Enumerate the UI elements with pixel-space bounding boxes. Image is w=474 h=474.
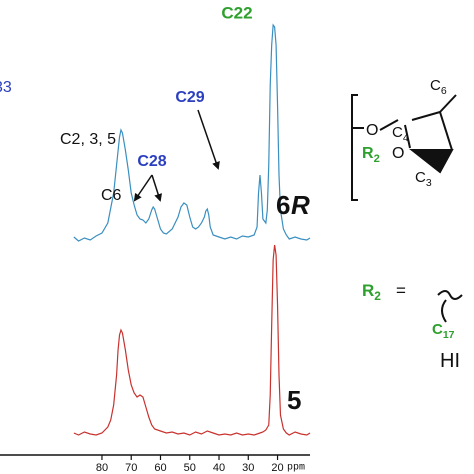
x-tick-label: 30 [242, 462, 254, 474]
structure-text: = [396, 281, 406, 300]
x-tick-label: 60 [154, 462, 166, 474]
structure-text: O [366, 122, 378, 139]
annotation: 6 [276, 190, 290, 220]
wedge [409, 149, 454, 174]
x-tick-label: 70 [125, 462, 137, 474]
structure-label: O [392, 145, 404, 162]
structure-label: = [396, 281, 406, 300]
annotation: C29 [175, 89, 204, 106]
structure-text: HI [440, 350, 460, 372]
x-tick-label: 80 [96, 462, 108, 474]
x-tick-label: 50 [184, 462, 196, 474]
structure-label: C4 [392, 124, 409, 144]
annotation: 33 [0, 79, 12, 96]
spectrum-line [73, 23, 311, 242]
annotation: C2, 3, 5 [60, 131, 116, 148]
structure-subscript: 3 [426, 177, 432, 189]
squiggle [437, 290, 463, 323]
structure-subscript: 6 [441, 85, 447, 97]
structure-subscript: 17 [443, 329, 455, 341]
structure-text: R [362, 281, 374, 300]
bond [439, 111, 453, 151]
bond [411, 111, 441, 121]
x-tick-label: 20 [271, 462, 283, 474]
structure-text: R [362, 145, 374, 162]
arrows [133, 109, 220, 202]
structure-label: O [366, 122, 378, 139]
x-tick-label: 40 [213, 462, 225, 474]
structure-label: R2 [362, 145, 380, 165]
structure-label: C6 [430, 77, 447, 97]
annotation: C6 [101, 187, 122, 204]
annotation: C28 [137, 153, 166, 170]
structure-label: C17 [432, 321, 455, 341]
structure-label: R2 [362, 281, 381, 303]
structure-text: C [430, 77, 441, 94]
annotation: 5 [287, 385, 301, 415]
structure-drawing [351, 94, 463, 323]
structure-text: O [392, 145, 404, 162]
bond [379, 119, 399, 131]
annotation: C22 [221, 3, 252, 22]
arrow [133, 174, 153, 202]
structure-label: HI [440, 350, 460, 372]
structure-text: C [432, 321, 443, 338]
bracket [351, 94, 358, 201]
structure-subscript: 2 [374, 289, 381, 303]
structure-text: C [415, 169, 426, 186]
annotation: R [291, 190, 310, 220]
arrow [197, 109, 220, 170]
arrow [151, 174, 162, 202]
structure-subscript: 4 [403, 132, 409, 144]
x-axis-label: ppm [287, 463, 305, 474]
structure-label: C3 [415, 169, 432, 189]
bond [404, 124, 411, 149]
spectrum-line [73, 244, 311, 436]
structure-text: C [392, 124, 403, 141]
bond [439, 94, 457, 113]
structure-subscript: 2 [374, 153, 380, 165]
